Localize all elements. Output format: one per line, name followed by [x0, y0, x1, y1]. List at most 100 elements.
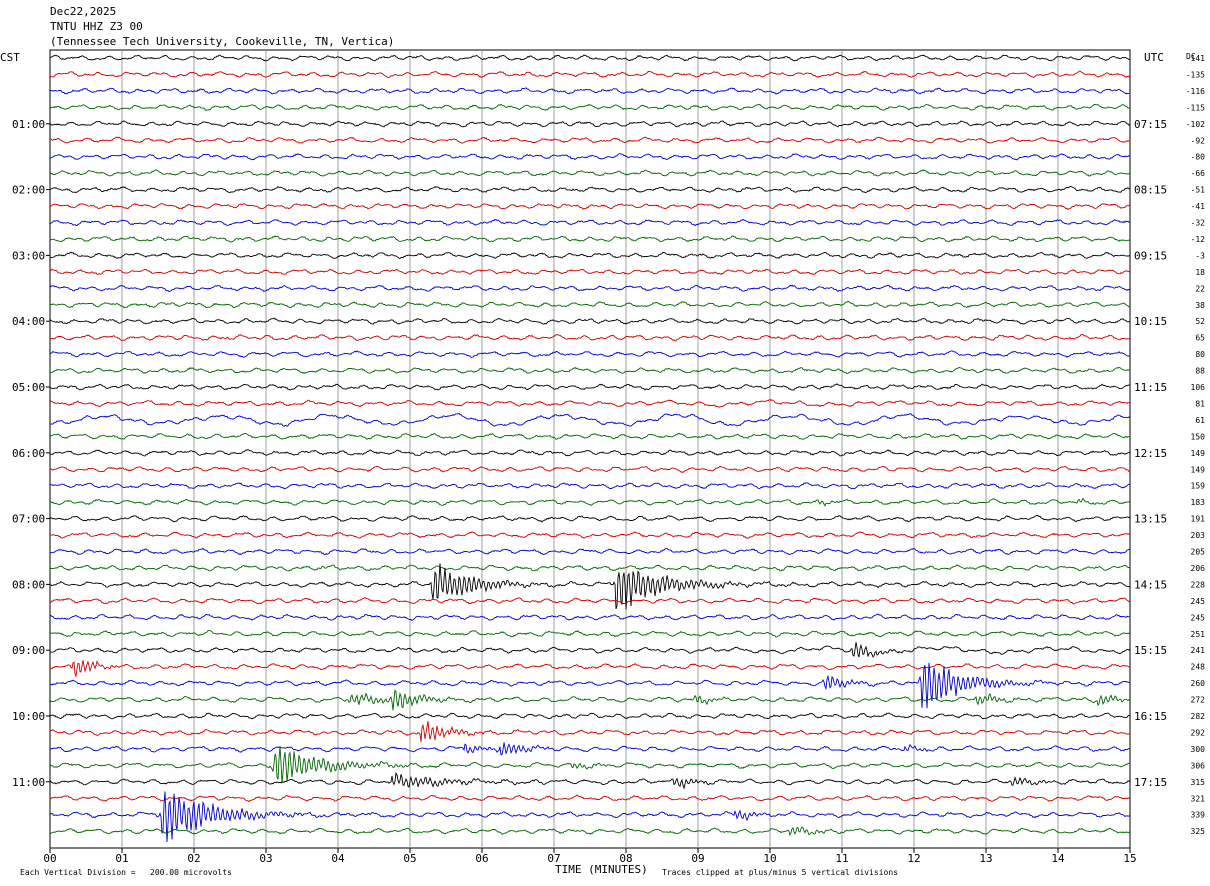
dc-offset-label: 315 [1191, 778, 1206, 787]
cst-time-label: 09:00 [12, 644, 45, 657]
x-axis-title: TIME (MINUTES) [555, 863, 648, 876]
trace-row [49, 202, 1131, 210]
scale-value: 200.00 microvolts [150, 868, 232, 877]
trace-row [49, 689, 1131, 711]
trace-row [49, 662, 1131, 709]
clip-note: Traces clipped at plus/minus 5 vertical … [662, 868, 898, 877]
trace-row [49, 87, 1131, 95]
utc-time-label: 14:15 [1134, 578, 1167, 591]
cst-time-label: 07:00 [12, 513, 45, 526]
dc-offset-label: 159 [1191, 482, 1206, 491]
dc-offset-label: 321 [1191, 794, 1206, 803]
trace-row [49, 383, 1131, 391]
dc-offset-label: -51 [1191, 186, 1206, 195]
dc-offset-label: 150 [1191, 432, 1206, 441]
cst-time-label: 02:00 [12, 184, 45, 197]
trace-row [49, 54, 1131, 62]
dc-offset-label: -32 [1191, 219, 1206, 228]
scale-prefix: Each Vertical Division = [20, 868, 136, 877]
dc-offset-label: 203 [1191, 531, 1206, 540]
dc-offset-label: -135 [1186, 70, 1205, 79]
x-tick-label: 15 [1123, 852, 1136, 865]
trace-row [49, 791, 1131, 843]
dc-offset-label: 206 [1191, 564, 1206, 573]
x-tick-label: 07 [547, 852, 560, 865]
dc-offset-label: -41 [1191, 202, 1206, 211]
dc-offset-label: 245 [1191, 597, 1206, 606]
dc-offset-label: -12 [1191, 235, 1206, 244]
trace-row [49, 564, 1131, 572]
utc-time-label: 13:15 [1134, 513, 1167, 526]
dc-offset-label: -116 [1186, 87, 1205, 96]
dc-offset-label: 183 [1191, 498, 1206, 507]
x-tick-label: 02 [187, 852, 200, 865]
dc-offset-label: 228 [1191, 580, 1206, 589]
x-tick-label: 12 [907, 852, 920, 865]
dc-offset-label: 260 [1191, 679, 1206, 688]
trace-row [49, 432, 1131, 440]
trace-row [49, 103, 1131, 111]
dc-offset-label: 300 [1191, 745, 1206, 754]
x-tick-label: 05 [403, 852, 416, 865]
utc-time-label: 12:15 [1134, 447, 1167, 460]
trace-row [49, 268, 1131, 276]
x-tick-label: 09 [691, 852, 704, 865]
dc-offset-label: 106 [1191, 383, 1206, 392]
dc-offset-label: 272 [1191, 696, 1206, 705]
left-axis-label: CST [0, 51, 20, 64]
cst-time-label: 11:00 [12, 776, 45, 789]
trace-row [50, 300, 1131, 309]
dc-offset-label: -66 [1191, 169, 1206, 178]
cst-time-label: 05:00 [12, 381, 45, 394]
trace-row [49, 563, 1131, 610]
x-tick-label: 03 [259, 852, 272, 865]
trace-row [49, 531, 1131, 539]
dc-offset-label: 245 [1191, 613, 1206, 622]
x-tick-label: 01 [115, 852, 128, 865]
utc-time-label: 09:15 [1134, 249, 1167, 262]
dc-offset-label: 88 [1195, 367, 1205, 376]
x-tick-label: 10 [763, 852, 776, 865]
trace-row [49, 746, 1131, 784]
trace-row [49, 70, 1131, 78]
header-date: Dec22,2025 [50, 5, 116, 18]
seismic-traces [49, 54, 1131, 843]
dc-offset-label: 241 [1191, 646, 1206, 655]
dc-offset-label: 38 [1195, 301, 1205, 310]
cst-time-label: 01:00 [12, 118, 45, 131]
dc-offset-label: 248 [1191, 663, 1206, 672]
trace-row [49, 153, 1131, 161]
dc-offset-label: -80 [1191, 153, 1206, 162]
x-tick-label: 13 [979, 852, 992, 865]
trace-row [49, 482, 1131, 490]
trace-row [49, 448, 1131, 457]
trace-row [49, 642, 1131, 658]
dc-offset-label: 306 [1191, 761, 1206, 770]
header-station: TNTU HHZ Z3 00 [50, 20, 143, 33]
dc-offset-label: 191 [1191, 515, 1206, 524]
dc-offset-label: 149 [1191, 465, 1206, 474]
dc-offset-label: 22 [1195, 284, 1205, 293]
dc-offset-label: -102 [1186, 120, 1205, 129]
utc-time-label: 17:15 [1134, 776, 1167, 789]
plot-frame [49, 49, 1131, 849]
trace-row [50, 398, 1131, 408]
x-tick-label: 14 [1051, 852, 1065, 865]
x-tick-label: 06 [475, 852, 488, 865]
utc-time-label: 15:15 [1134, 644, 1167, 657]
trace-row [49, 284, 1131, 293]
cst-time-label: 06:00 [12, 447, 45, 460]
trace-row [49, 218, 1131, 227]
dc-offset-label: 205 [1191, 548, 1206, 557]
cst-time-label: 10:00 [12, 710, 45, 723]
trace-row [49, 497, 1131, 507]
dc-offset-label: -141 [1186, 54, 1205, 63]
cst-time-label: 03:00 [12, 249, 45, 262]
dc-offset-label: 251 [1191, 630, 1206, 639]
trace-row [49, 721, 1130, 742]
cst-time-label: 04:00 [12, 315, 45, 328]
cst-time-label: 08:00 [12, 578, 45, 591]
dc-offset-label: 282 [1191, 712, 1206, 721]
trace-row [49, 794, 1131, 803]
